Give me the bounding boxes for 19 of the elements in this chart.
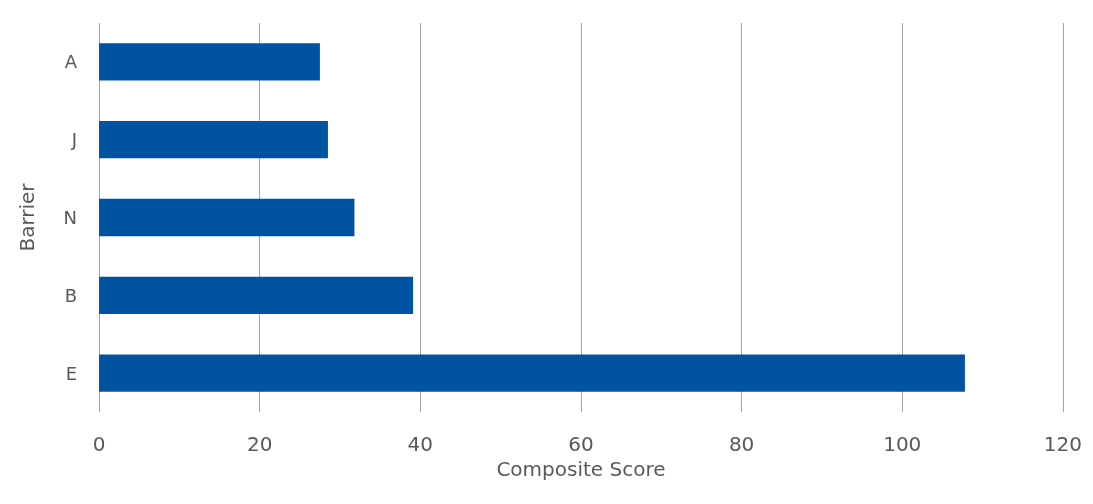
bar bbox=[99, 121, 328, 159]
y-tick-label: J bbox=[70, 129, 77, 151]
y-tick-label: N bbox=[63, 207, 77, 228]
bar bbox=[99, 43, 320, 81]
y-axis-title: Barrier bbox=[15, 182, 39, 252]
x-axis-title: Composite Score bbox=[496, 456, 666, 481]
x-tick-label: 100 bbox=[883, 432, 922, 456]
bar bbox=[99, 198, 355, 237]
x-tick-label: 20 bbox=[246, 432, 273, 456]
bar bbox=[99, 276, 414, 314]
bar bbox=[99, 354, 965, 392]
x-tick-label: 80 bbox=[728, 432, 755, 456]
x-tick-label: 0 bbox=[92, 432, 106, 456]
x-tick-label: 60 bbox=[568, 432, 594, 456]
y-tick-label: E bbox=[65, 362, 77, 384]
x-tick-label: 40 bbox=[407, 432, 434, 456]
x-tick-label: 120 bbox=[1043, 432, 1083, 456]
y-tick-label: A bbox=[64, 51, 78, 73]
y-tick-label: B bbox=[64, 284, 77, 306]
